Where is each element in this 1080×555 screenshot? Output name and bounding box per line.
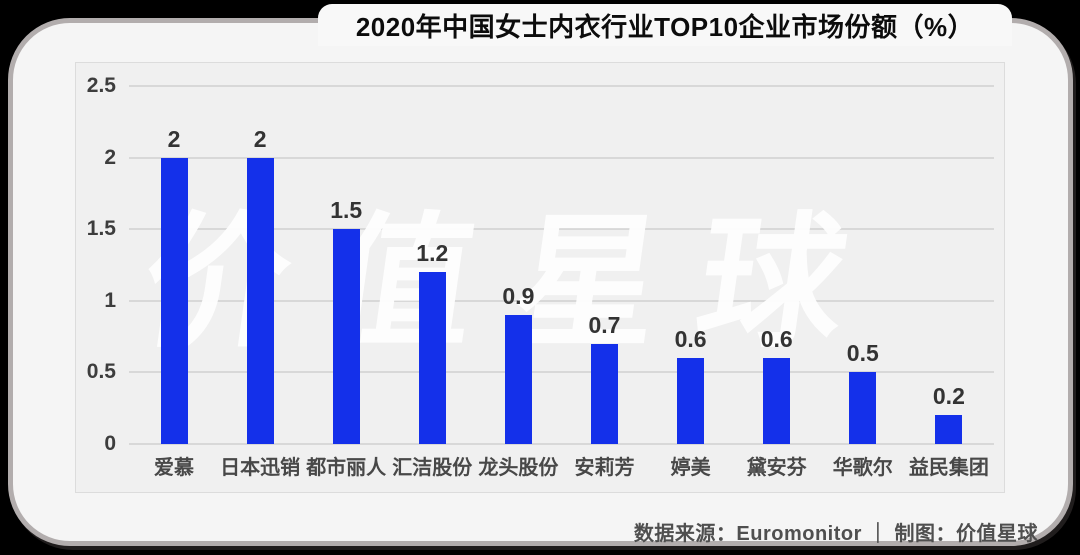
bar <box>763 358 791 444</box>
bar-value-label: 0.9 <box>502 283 535 310</box>
bar <box>246 157 274 444</box>
bar-value-label: 2 <box>253 125 267 152</box>
chart-card: 2020年中国女士内衣行业TOP10企业市场份额（%） 价值星球 0 0.5 1 1.… <box>8 4 1073 546</box>
bar-value-label: 1.5 <box>330 197 363 224</box>
bar-value-label: 1.2 <box>416 240 449 267</box>
bar <box>504 315 532 444</box>
data-source-text: 数据来源：Euromonitor ｜ 制图：价值星球 <box>633 523 1038 545</box>
y-axis-tick-label: 2 <box>104 145 116 169</box>
x-axis-category-label: 华歌尔 <box>832 457 893 479</box>
bar-value-label: 0.7 <box>588 311 621 338</box>
y-axis-tick-label: 1 <box>104 288 116 312</box>
bar <box>591 343 618 444</box>
bar-value-label: 0.6 <box>674 326 707 353</box>
plot-area: 价值星球 0 0.5 1 1.5 2 2.5 2 爱慕 2 日本迅销 1.5 都市丽人 1.2 汇洁股份 0… <box>75 62 1005 493</box>
gridline <box>129 85 994 87</box>
y-axis-tick-label: 1.5 <box>86 217 116 241</box>
bar <box>418 272 446 444</box>
y-axis-tick-label: 0.5 <box>86 360 116 384</box>
y-axis-tick-label: 0 <box>104 432 116 455</box>
bar <box>849 372 877 444</box>
x-axis-category-label: 爱慕 <box>154 457 194 479</box>
x-axis-category-label: 龙头股份 <box>478 457 559 479</box>
title-banner: 2020年中国女士内衣行业TOP10企业市场份额（%） <box>318 4 1012 46</box>
x-axis-category-label: 都市丽人 <box>306 457 387 479</box>
bar <box>935 415 963 444</box>
bar <box>160 157 188 444</box>
chart-title: 2020年中国女士内衣行业TOP10企业市场份额（%） <box>355 11 975 42</box>
bar-value-label: 0.5 <box>846 340 879 367</box>
gridline <box>129 443 994 445</box>
x-axis-category-label: 日本迅销 <box>220 457 301 479</box>
x-axis-category-label: 安莉芳 <box>574 457 635 479</box>
gridline <box>129 156 994 159</box>
bar <box>677 358 705 444</box>
bar-value-label: 0.6 <box>760 326 793 353</box>
x-axis-category-label: 婷美 <box>670 457 711 479</box>
x-axis-category-label: 益民集团 <box>908 457 989 479</box>
bar-value-label: 0.2 <box>932 383 965 410</box>
x-axis-category-label: 汇洁股份 <box>392 457 473 479</box>
bar-value-label: 2 <box>167 125 181 152</box>
gridline <box>129 228 994 231</box>
bar <box>332 229 360 444</box>
gridline <box>129 299 994 302</box>
gridline <box>129 371 994 374</box>
x-axis-category-label: 黛安芬 <box>746 457 807 479</box>
y-axis-tick-label: 2.5 <box>86 74 116 97</box>
